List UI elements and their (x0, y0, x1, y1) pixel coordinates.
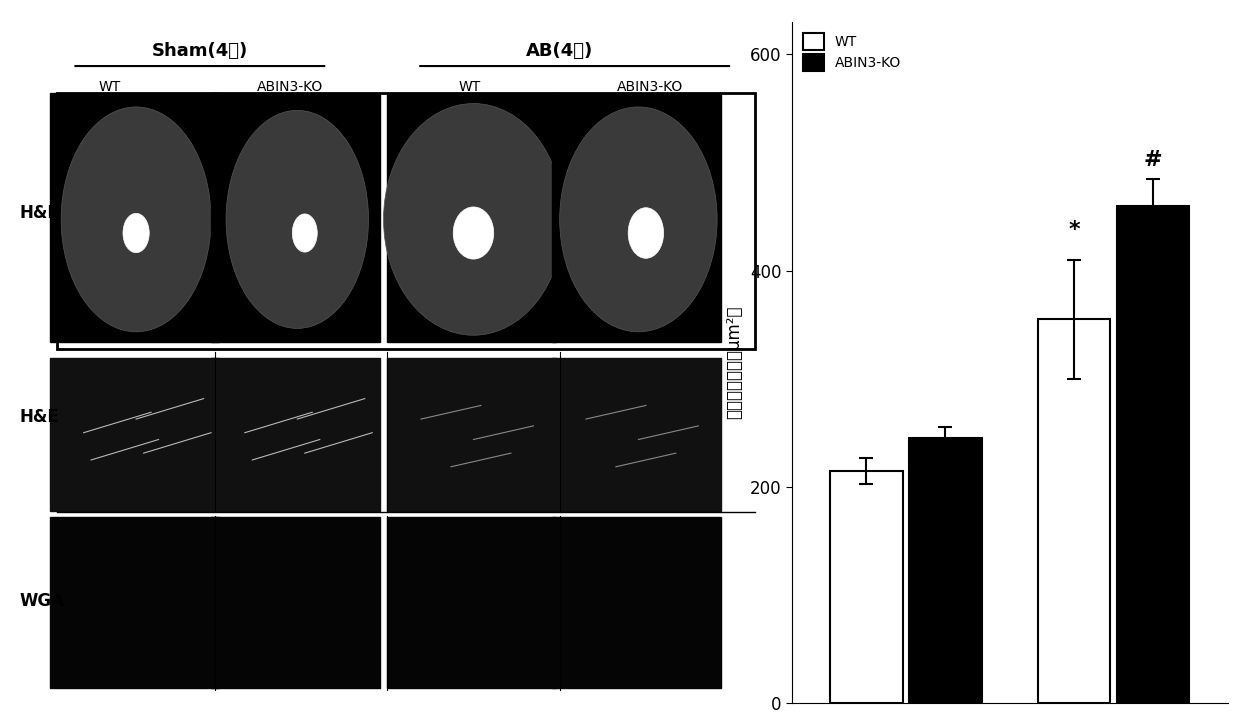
Text: WGA: WGA (20, 592, 64, 610)
Bar (909, 438, 982, 703)
Bar (211, 517, 379, 687)
Bar (552, 517, 720, 687)
Bar (1116, 206, 1189, 703)
Text: Sham(4周): Sham(4周) (151, 42, 248, 60)
Bar (211, 357, 379, 511)
Text: AB(4周): AB(4周) (526, 42, 593, 60)
Ellipse shape (123, 213, 149, 253)
Bar (1038, 319, 1110, 703)
Ellipse shape (559, 107, 717, 332)
Text: H&E: H&E (20, 204, 60, 222)
Bar (50, 357, 218, 511)
Bar (552, 94, 720, 342)
Text: H&E: H&E (20, 408, 60, 426)
Ellipse shape (293, 214, 317, 252)
Y-axis label: 细胞横截面积（μm²）: 细胞横截面积（μm²） (724, 306, 743, 419)
Ellipse shape (226, 110, 368, 328)
Legend: WT, ABIN3-KO: WT, ABIN3-KO (799, 29, 905, 75)
Ellipse shape (453, 207, 494, 259)
Text: WT: WT (99, 80, 122, 94)
Bar (211, 94, 379, 342)
Text: WT: WT (459, 80, 481, 94)
Ellipse shape (383, 104, 563, 335)
Text: ABIN3-KO: ABIN3-KO (257, 80, 322, 94)
Bar (830, 471, 903, 703)
Text: ABIN3-KO: ABIN3-KO (616, 80, 683, 94)
Text: *: * (1068, 220, 1080, 240)
Bar (50, 517, 218, 687)
Bar (387, 357, 556, 511)
Bar (50, 94, 218, 342)
Ellipse shape (61, 107, 211, 332)
Ellipse shape (629, 208, 663, 258)
Bar (552, 357, 720, 511)
Bar (387, 517, 556, 687)
Bar (387, 94, 556, 342)
Text: #: # (1143, 150, 1162, 170)
